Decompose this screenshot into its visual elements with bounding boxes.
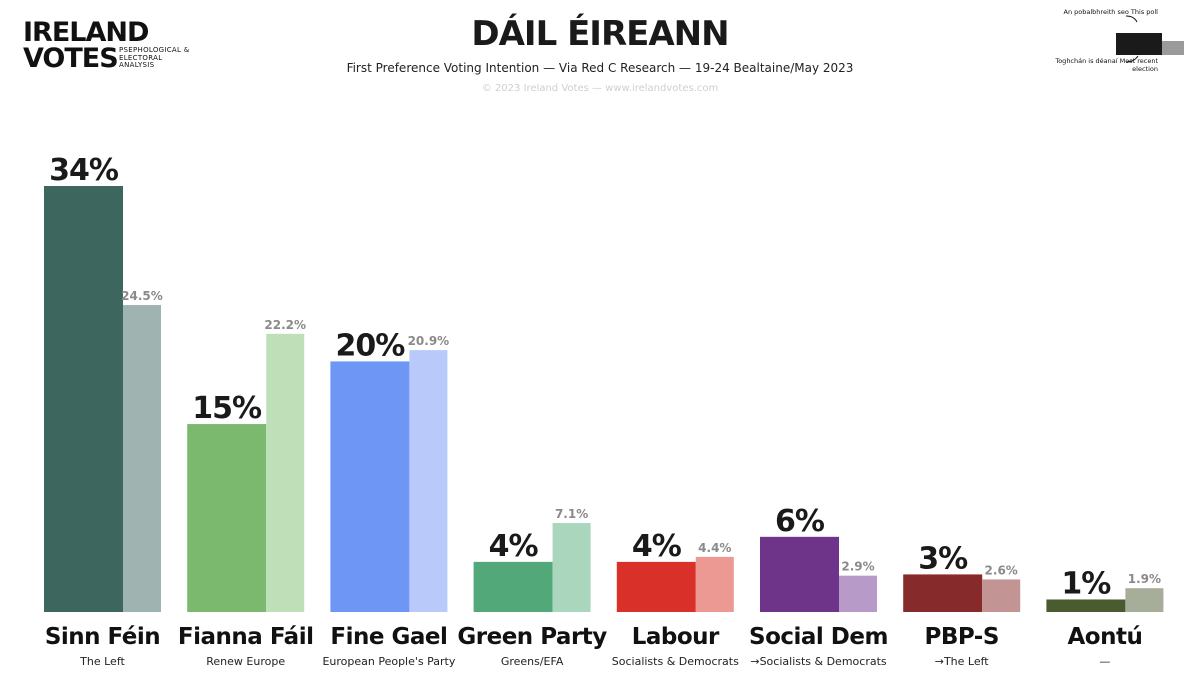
category-label-pbp-s: PBP-S [924,624,998,650]
category-group-aontu: — [1099,655,1110,668]
bar-this-poll-social-dem [760,536,839,612]
category-label-green-party: Green Party [457,624,607,650]
category-group-green-party: Greens/EFA [501,655,564,668]
category-label-fianna-fail: Fianna Fáil [178,624,314,650]
category-group-social-dem: →Socialists & Democrats [750,655,887,668]
bar-last-election-social-dem [839,575,877,612]
bar-this-poll-fine-gael [330,361,410,612]
label-this-poll-pbp-s: 3% [918,541,968,576]
bar-this-poll-green-party [473,561,553,612]
legend-arrow-last-election [1125,55,1139,63]
bar-last-election-sinn-fein [123,305,161,612]
logo-line2: VOTES [23,43,119,74]
legend-arrow-this-poll [1125,15,1138,23]
label-last-election-social-dem: 2.9% [841,560,874,574]
category-label-social-dem: Social Dem [749,624,888,650]
label-last-election-sinn-fein: 24.5% [121,289,163,303]
label-last-election-fine-gael: 20.9% [408,334,450,348]
bar-last-election-aontu [1125,588,1164,612]
label-this-poll-sinn-fein: 34% [49,153,119,188]
bar-this-poll-fianna-fail [187,424,267,612]
legend-swatch-this-poll [1116,33,1162,55]
bar-this-poll-aontu [1046,599,1126,612]
label-last-election-green-party: 7.1% [555,507,588,521]
label-last-election-labour: 4.4% [698,541,731,555]
category-group-fianna-fail: Renew Europe [206,655,285,668]
legend-this-poll: An pobalbhreith seo This poll [1063,8,1158,16]
bar-last-election-labour [695,556,734,612]
label-this-poll-social-dem: 6% [775,504,825,539]
category-group-labour: Socialists & Democrats [612,655,739,668]
bar-last-election-fianna-fail [266,333,305,612]
chart-subtitle: First Preference Voting Intention — Via … [346,61,854,75]
bar-this-poll-labour [616,561,696,612]
category-label-sinn-fein: Sinn Féin [45,624,160,650]
label-this-poll-green-party: 4% [489,529,539,564]
logo: IRELAND VOTES PSEPHOLOGICAL & ELECTORAL … [23,17,203,80]
logo-line1: IRELAND [23,17,149,48]
category-label-aontu: Aontú [1067,624,1142,650]
chart-title: DÁIL ÉIREANN [471,14,729,54]
legend-last-election: Toghchán is déanaí Most recent election [1055,57,1158,73]
bar-last-election-fine-gael [409,350,448,612]
bar-this-poll-sinn-fein [44,186,123,612]
legend: An pobalbhreith seo This poll Toghchán i… [1040,6,1190,76]
logo-tagline: PSEPHOLOGICAL & ELECTORAL ANALYSIS [119,46,190,69]
category-label-fine-gael: Fine Gael [330,624,447,650]
category-group-sinn-fein: The Left [79,655,125,668]
bar-this-poll-pbp-s [903,574,983,612]
label-last-election-aontu: 1.9% [1128,572,1161,586]
bar-last-election-pbp-s [982,579,1021,612]
category-group-fine-gael: European People's Party [322,655,455,668]
label-this-poll-fianna-fail: 15% [192,391,262,426]
label-this-poll-aontu: 1% [1061,566,1111,601]
label-this-poll-fine-gael: 20% [335,328,405,363]
label-this-poll-labour: 4% [632,529,682,564]
label-last-election-fianna-fail: 22.2% [264,318,306,332]
chart-header: DÁIL ÉIREANN First Preference Voting Int… [300,14,900,94]
category-label-labour: Labour [632,624,720,650]
copyright-notice: © 2023 Ireland Votes — www.irelandvotes.… [481,83,719,94]
legend-swatch-last-election [1162,41,1184,55]
bar-last-election-green-party [552,523,591,612]
label-last-election-pbp-s: 2.6% [985,563,1018,577]
category-group-pbp-s: →The Left [935,655,990,668]
